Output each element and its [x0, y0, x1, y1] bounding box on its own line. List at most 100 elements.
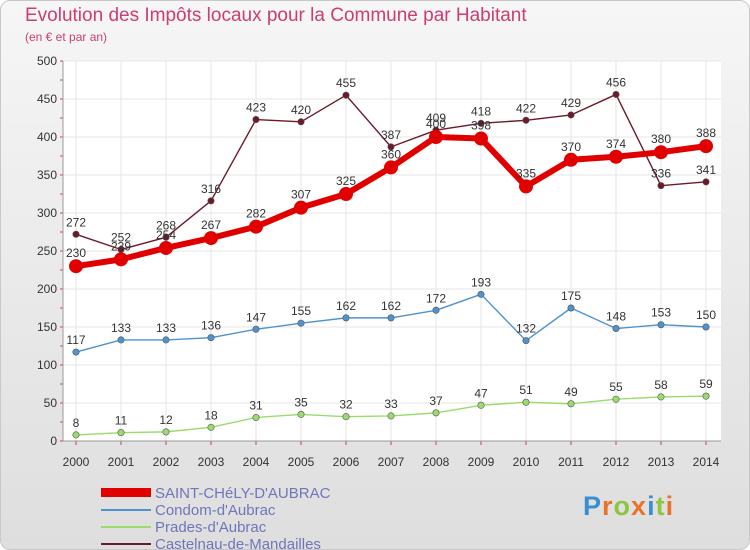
- data-label: 387: [381, 128, 401, 142]
- data-label: 136: [201, 319, 221, 333]
- data-label: 148: [606, 310, 626, 324]
- data-point: [477, 290, 485, 298]
- data-point: [429, 130, 443, 144]
- data-label: 423: [246, 101, 266, 115]
- data-point: [339, 187, 353, 201]
- data-point: [162, 428, 170, 436]
- legend-item-saint-chely: SAINT-CHéLY-D'AUBRAC: [101, 485, 361, 502]
- data-point: [387, 143, 395, 151]
- data-label: 37: [429, 394, 443, 408]
- legend-item-prades: Prades-d'Aubrac: [101, 519, 361, 536]
- data-point: [564, 152, 578, 167]
- data-point: [72, 348, 80, 356]
- data-point: [567, 304, 575, 312]
- logo-letter: r: [602, 491, 614, 521]
- data-label: 11: [115, 414, 128, 428]
- x-tick-label: 2014: [693, 455, 720, 469]
- x-tick-label: 2004: [243, 455, 270, 469]
- data-label: 267: [201, 218, 221, 232]
- data-label: 336: [651, 167, 671, 181]
- data-label: 32: [339, 398, 353, 412]
- data-point: [162, 336, 170, 344]
- data-point: [117, 336, 125, 344]
- data-label: 51: [519, 383, 533, 397]
- legend-label: Prades-d'Aubrac: [155, 519, 267, 536]
- data-label: 117: [66, 333, 85, 347]
- data-point: [297, 410, 305, 418]
- data-point: [657, 393, 665, 401]
- data-point: [297, 319, 305, 327]
- data-label: 388: [696, 126, 716, 140]
- data-label: 172: [426, 291, 446, 305]
- data-label: 360: [381, 147, 401, 161]
- data-label: 282: [246, 207, 266, 221]
- data-label: 58: [654, 378, 668, 392]
- data-label: 35: [294, 395, 308, 409]
- data-label: 31: [249, 398, 263, 412]
- data-point: [612, 325, 620, 333]
- data-point: [117, 429, 125, 437]
- logo-letter: x: [631, 491, 648, 521]
- x-tick-label: 2003: [198, 455, 225, 469]
- data-label: 254: [156, 228, 176, 242]
- data-point: [702, 323, 710, 331]
- legend: SAINT-CHéLY-D'AUBRAC Condom-d'Aubrac Pra…: [101, 485, 361, 550]
- data-point: [207, 197, 215, 205]
- data-point: [342, 413, 350, 421]
- logo-letter: i: [647, 491, 656, 521]
- data-label: 150: [696, 308, 716, 322]
- data-point: [702, 178, 710, 186]
- legend-label: Castelnau-de-Mandailles: [155, 536, 321, 550]
- data-point: [612, 90, 620, 98]
- data-point: [567, 400, 575, 408]
- data-label: 133: [156, 321, 176, 335]
- data-point: [72, 230, 80, 238]
- data-point: [72, 431, 80, 439]
- x-tick-label: 2001: [108, 455, 135, 469]
- data-label: 8: [73, 416, 80, 430]
- data-label: 155: [291, 304, 311, 318]
- data-point: [609, 149, 623, 164]
- legend-swatch: [101, 509, 151, 511]
- data-label: 18: [204, 408, 218, 422]
- logo-letter: o: [613, 491, 632, 521]
- y-tick-label: 50: [44, 396, 58, 410]
- data-label: 49: [564, 385, 578, 399]
- data-label: 370: [561, 140, 581, 154]
- data-point: [207, 423, 215, 431]
- data-label: 230: [66, 246, 86, 260]
- x-tick-label: 2006: [333, 455, 360, 469]
- logo-letter: t: [655, 491, 666, 521]
- data-point: [252, 413, 260, 421]
- data-label: 33: [384, 397, 398, 411]
- y-tick-label: 350: [37, 168, 57, 182]
- data-point: [522, 398, 530, 406]
- data-label: 55: [609, 380, 623, 394]
- data-label: 162: [336, 299, 356, 313]
- x-tick-label: 2007: [378, 455, 405, 469]
- data-point: [342, 91, 350, 99]
- legend-swatch: [101, 526, 151, 528]
- data-point: [522, 337, 530, 345]
- data-label: 316: [201, 182, 221, 196]
- data-label: 335: [516, 166, 536, 180]
- data-point: [207, 334, 215, 342]
- x-tick-label: 2009: [468, 455, 495, 469]
- data-label: 409: [426, 111, 446, 125]
- data-label: 12: [159, 413, 173, 427]
- data-point: [612, 395, 620, 403]
- data-label: 193: [471, 275, 491, 289]
- proxiti-logo: Proxiti: [583, 491, 674, 522]
- data-label: 456: [606, 75, 626, 89]
- data-label: 398: [471, 119, 491, 133]
- data-point: [432, 409, 440, 417]
- logo-letter: i: [665, 491, 675, 521]
- x-tick-label: 2000: [63, 455, 90, 469]
- data-point: [384, 160, 398, 175]
- data-point: [654, 145, 668, 160]
- data-label: 374: [606, 137, 626, 151]
- data-point: [69, 259, 83, 274]
- y-tick-label: 200: [37, 282, 57, 296]
